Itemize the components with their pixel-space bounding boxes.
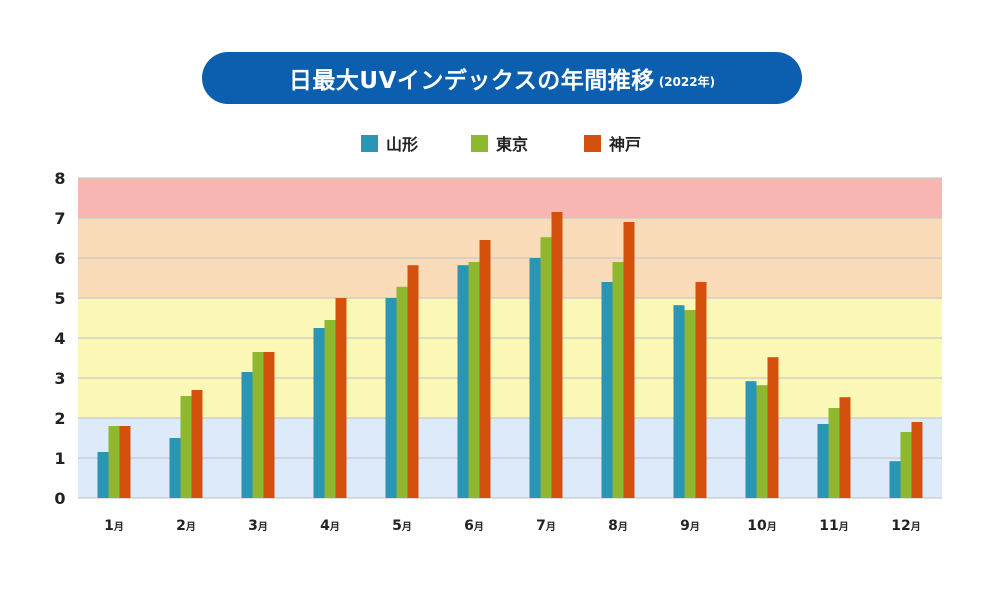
y-axis: 0 1 2 3 4 5 6 7 8 [54, 169, 65, 508]
y-tick-label-7: 7 [54, 209, 65, 228]
x-tick-label-1: 2月 [176, 518, 196, 534]
bar-神戸-1月 [119, 426, 131, 498]
legend-label-東京: 東京 [496, 135, 528, 154]
bar-神戸-2月 [191, 390, 203, 498]
bar-山形-3月 [241, 372, 253, 498]
bar-山形-5月 [385, 298, 397, 498]
bar-東京-12月 [900, 432, 912, 498]
bar-山形-11月 [817, 424, 829, 498]
bar-東京-10月 [756, 385, 768, 498]
bar-東京-9月 [684, 310, 696, 498]
x-tick-label-9: 10月 [747, 518, 776, 534]
bar-山形-4月 [313, 328, 325, 498]
bar-東京-1月 [108, 426, 120, 498]
x-tick-label-7: 8月 [608, 518, 628, 534]
bar-山形-2月 [169, 438, 181, 498]
x-tick-label-3: 4月 [320, 518, 340, 534]
legend-label-神戸: 神戸 [609, 135, 641, 154]
bar-山形-1月 [97, 452, 109, 498]
x-tick-label-11: 12月 [891, 518, 920, 534]
bar-神戸-9月 [695, 282, 707, 498]
x-tick-label-10: 11月 [819, 518, 848, 534]
uv-band-3 [78, 178, 942, 218]
legend-swatch-神戸 [584, 135, 601, 152]
bar-神戸-8月 [623, 222, 635, 498]
x-tick-label-4: 5月 [392, 518, 412, 534]
bar-東京-5月 [396, 286, 408, 498]
y-tick-label-2: 2 [54, 409, 65, 428]
chart-title: 日最大UVインデックスの年間推移 [288, 68, 655, 94]
y-tick-label-0: 0 [54, 489, 65, 508]
bar-神戸-12月 [911, 422, 923, 498]
bars [97, 212, 923, 498]
legend: 山形 東京 神戸 [361, 135, 641, 154]
bar-東京-4月 [324, 320, 336, 498]
x-tick-label-5: 6月 [464, 518, 484, 534]
chart-subtitle: (2022年) [658, 74, 716, 89]
bar-山形-9月 [673, 305, 685, 498]
bar-山形-10月 [745, 381, 757, 498]
y-tick-label-8: 8 [54, 169, 65, 188]
bar-山形-7月 [529, 258, 541, 498]
bar-神戸-5月 [407, 265, 419, 498]
bar-山形-6月 [457, 265, 469, 498]
bar-神戸-7月 [551, 212, 563, 498]
legend-swatch-東京 [471, 135, 488, 152]
y-tick-label-6: 6 [54, 249, 65, 268]
uv-band-1 [78, 298, 942, 418]
bar-東京-7月 [540, 237, 552, 498]
y-tick-label-1: 1 [54, 449, 65, 468]
bar-東京-3月 [252, 352, 264, 498]
x-axis: 1月 2月 3月 4月 5月 6月 7月 8月 9月 10月 11月 12月 [104, 518, 921, 534]
bar-山形-12月 [889, 461, 901, 498]
bar-東京-6月 [468, 262, 480, 498]
x-tick-label-6: 7月 [536, 518, 556, 534]
legend-swatch-山形 [361, 135, 378, 152]
bar-東京-11月 [828, 408, 840, 498]
y-tick-label-4: 4 [54, 329, 65, 348]
bar-山形-8月 [601, 282, 613, 498]
bar-東京-2月 [180, 396, 192, 498]
gridlines [78, 177, 942, 499]
y-tick-label-3: 3 [54, 369, 65, 388]
bar-神戸-4月 [335, 298, 347, 498]
bar-神戸-3月 [263, 352, 275, 498]
bar-神戸-11月 [839, 397, 851, 498]
legend-label-山形: 山形 [386, 135, 418, 154]
bar-神戸-10月 [767, 357, 779, 498]
bar-神戸-6月 [479, 240, 491, 498]
x-tick-label-0: 1月 [104, 518, 124, 534]
chart-title-banner: 日最大UVインデックスの年間推移 (2022年) [202, 52, 802, 104]
bar-東京-8月 [612, 262, 624, 498]
x-tick-label-2: 3月 [248, 518, 268, 534]
y-tick-label-5: 5 [54, 289, 65, 308]
x-tick-label-8: 9月 [680, 518, 700, 534]
